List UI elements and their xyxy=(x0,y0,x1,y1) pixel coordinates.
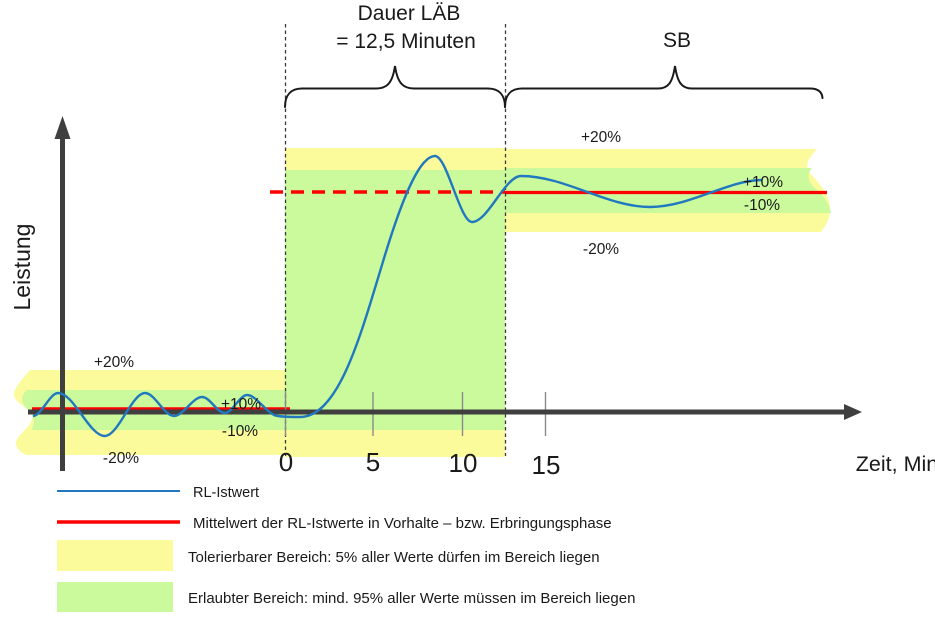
sb-brace xyxy=(504,65,824,108)
x-tick-label-15: 15 xyxy=(532,450,561,480)
legend-yellow-swatch xyxy=(57,540,173,571)
y-axis-title: Leistung xyxy=(9,224,35,311)
x-tick-label-5: 5 xyxy=(366,447,380,477)
upper-green-band xyxy=(505,168,831,213)
tolerance-bands xyxy=(13,148,831,457)
legend-item-rl-istwert: RL-Istwert xyxy=(57,485,259,501)
legend-green-swatch xyxy=(57,582,173,612)
sb-title: SB xyxy=(663,29,691,52)
axes xyxy=(28,116,862,471)
legend-item-mittelwert: Mittelwert der RL-Istwerte in Vorhalte –… xyxy=(57,515,612,532)
braces xyxy=(284,65,824,108)
legend-item-erlaubter-bereich: Erlaubter Bereich: mind. 95% aller Werte… xyxy=(57,582,635,612)
phase-boundaries xyxy=(284,24,507,456)
lower-plus20-label: +20% xyxy=(94,354,134,371)
upper-minus20-label: -20% xyxy=(583,241,619,258)
y-axis-arrow xyxy=(54,116,71,139)
x-axis-title: Zeit, Min. xyxy=(856,452,935,476)
upper-plus20-label: +20% xyxy=(581,129,621,146)
laeb-title-line1: Dauer LÄB xyxy=(358,2,461,25)
legend-label: Erlaubter Bereich: mind. 95% aller Werte… xyxy=(188,590,635,607)
laeb-brace xyxy=(284,65,506,108)
upper-minus10-label: -10% xyxy=(744,197,780,214)
legend-item-tolerierbarer-bereich: Tolerierbarer Bereich: 5% aller Werte dü… xyxy=(57,540,600,571)
legend-label: Mittelwert der RL-Istwerte in Vorhalte –… xyxy=(193,515,612,532)
upper-plus10-label: +10% xyxy=(743,174,783,191)
legend-label: Tolerierbarer Bereich: 5% aller Werte dü… xyxy=(188,549,600,566)
legend: RL-Istwert Mittelwert der RL-Istwerte in… xyxy=(57,485,635,612)
x-tick-label-0: 0 xyxy=(279,447,293,477)
x-axis-arrow xyxy=(844,404,862,420)
laeb-title-line2: = 12,5 Minuten xyxy=(336,30,476,53)
rl-istwert-curve xyxy=(32,154,763,438)
mean-value-lines xyxy=(32,190,827,410)
lower-minus20-label: -20% xyxy=(103,450,139,467)
middle-green-band xyxy=(285,170,505,428)
lower-minus10-label: -10% xyxy=(222,423,258,440)
legend-label: RL-Istwert xyxy=(193,485,259,501)
x-tick-label-10: 10 xyxy=(449,448,478,478)
lower-plus10-label: +10% xyxy=(221,396,261,413)
